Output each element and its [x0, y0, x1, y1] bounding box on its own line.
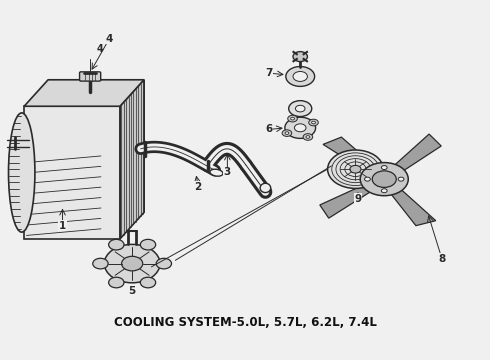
- Text: 9: 9: [354, 194, 362, 204]
- Text: 3: 3: [224, 167, 231, 177]
- Text: 6: 6: [266, 125, 272, 134]
- Text: 8: 8: [438, 254, 445, 264]
- Circle shape: [286, 67, 315, 86]
- Text: 1: 1: [59, 221, 66, 230]
- Circle shape: [350, 165, 361, 173]
- FancyBboxPatch shape: [79, 72, 101, 81]
- Circle shape: [372, 171, 396, 188]
- Circle shape: [398, 177, 404, 181]
- Polygon shape: [393, 134, 441, 173]
- Circle shape: [293, 72, 307, 81]
- Text: 5: 5: [128, 286, 136, 296]
- Circle shape: [365, 177, 370, 181]
- Circle shape: [306, 136, 310, 138]
- Polygon shape: [24, 106, 120, 239]
- Ellipse shape: [260, 183, 270, 193]
- Circle shape: [109, 239, 124, 250]
- Ellipse shape: [210, 169, 223, 176]
- Circle shape: [122, 256, 143, 271]
- Circle shape: [285, 117, 316, 138]
- Polygon shape: [120, 80, 144, 239]
- Circle shape: [360, 163, 408, 196]
- Circle shape: [140, 239, 156, 250]
- Circle shape: [381, 166, 387, 170]
- Circle shape: [289, 101, 312, 117]
- Text: 7: 7: [265, 68, 273, 78]
- Circle shape: [303, 134, 313, 140]
- Circle shape: [328, 150, 383, 188]
- Text: COOLING SYSTEM-5.0L, 5.7L, 6.2L, 7.4L: COOLING SYSTEM-5.0L, 5.7L, 6.2L, 7.4L: [114, 316, 376, 329]
- Circle shape: [312, 121, 316, 124]
- Circle shape: [93, 258, 108, 269]
- Polygon shape: [320, 184, 372, 218]
- Circle shape: [381, 189, 387, 193]
- Circle shape: [309, 119, 318, 126]
- Circle shape: [291, 117, 294, 120]
- Circle shape: [295, 105, 305, 112]
- Circle shape: [294, 124, 306, 132]
- Circle shape: [109, 277, 124, 288]
- Ellipse shape: [8, 113, 35, 232]
- Polygon shape: [389, 189, 436, 226]
- Circle shape: [285, 132, 289, 134]
- Text: 4: 4: [97, 44, 103, 54]
- Circle shape: [293, 51, 307, 62]
- Text: 2: 2: [195, 182, 202, 192]
- Text: 4: 4: [106, 34, 113, 44]
- Circle shape: [104, 244, 160, 283]
- Circle shape: [288, 115, 297, 122]
- Circle shape: [140, 277, 156, 288]
- Circle shape: [282, 130, 292, 136]
- Polygon shape: [24, 80, 144, 106]
- Circle shape: [156, 258, 172, 269]
- Polygon shape: [323, 137, 376, 172]
